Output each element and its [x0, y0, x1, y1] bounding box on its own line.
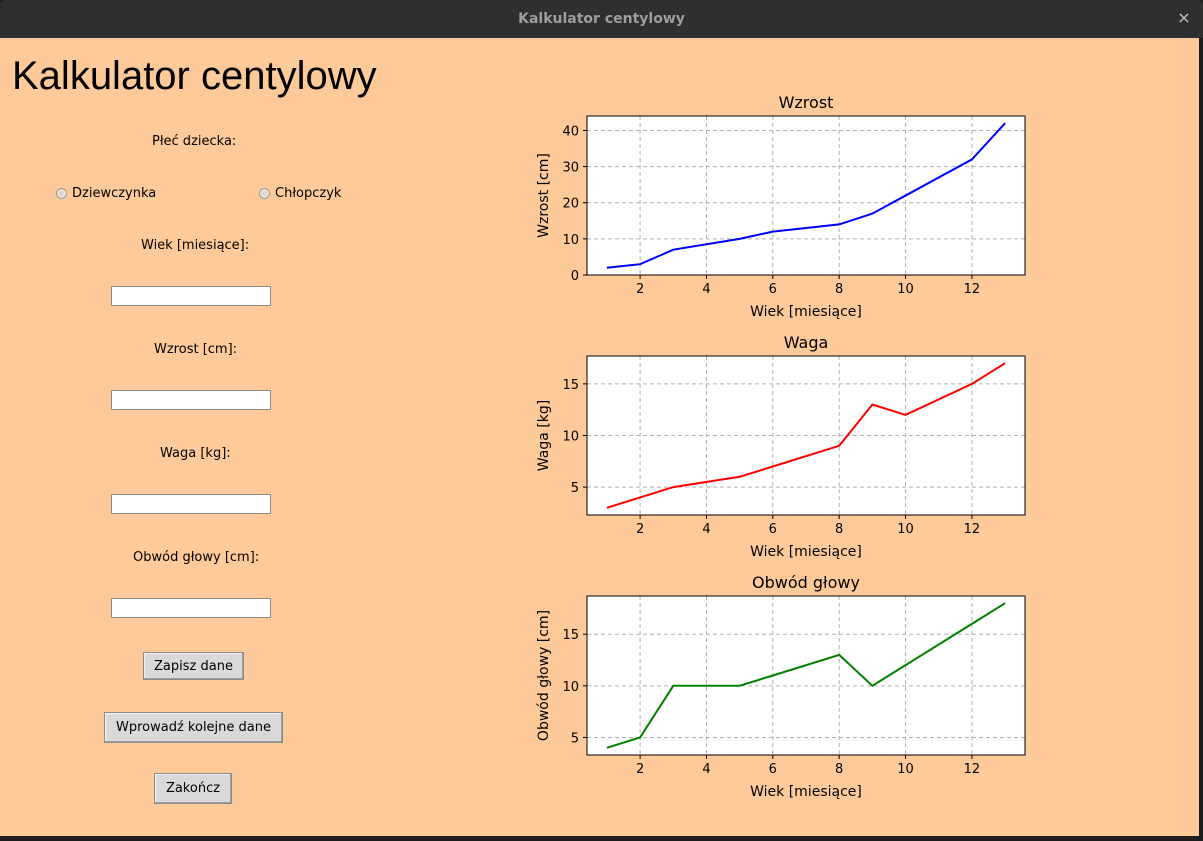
chart-1: 2 4 6 8 10 12 5 10 15 Waga Wiek [miesiące] Waga [kg… [536, 333, 1026, 560]
x-tick-label: 10 [897, 522, 914, 537]
x-axis-label: Wiek [miesiące] [750, 784, 862, 800]
x-tick-label: 8 [835, 282, 843, 297]
x-tick-label: 12 [964, 522, 981, 537]
height-input[interactable] [111, 390, 271, 410]
x-tick-label: 2 [636, 282, 644, 297]
quit-button[interactable]: Zakończ [154, 773, 232, 804]
chart-0: 2 4 6 8 10 12 0 10 20 30 40 Wzrost Wiek [miesiące] Wz… [536, 93, 1026, 320]
gender-label: Płeć dziecka: [152, 134, 237, 149]
radio-boy[interactable]: Chłopczyk [259, 186, 341, 201]
x-tick-label: 10 [897, 762, 914, 777]
radio-girl[interactable]: Dziewczynka [56, 186, 156, 201]
age-input[interactable] [111, 286, 271, 306]
page-title: Kalkulator centylowy [12, 54, 377, 98]
y-axis-label: Obwód głowy [cm] [536, 610, 552, 741]
x-tick-label: 2 [636, 522, 644, 537]
x-tick-label: 4 [702, 762, 710, 777]
weight-label: Waga [kg]: [160, 446, 231, 461]
y-tick-label: 30 [562, 161, 579, 176]
y-tick-label: 10 [562, 680, 579, 695]
x-axis-label: Wiek [miesiące] [750, 304, 862, 320]
x-tick-label: 2 [636, 762, 644, 777]
close-icon[interactable]: × [1177, 8, 1191, 27]
y-tick-label: 20 [562, 197, 579, 212]
y-tick-label: 0 [571, 269, 579, 284]
plot-frame [586, 595, 1026, 756]
y-tick-label: 10 [562, 233, 579, 248]
y-tick-label: 40 [562, 124, 579, 139]
x-tick-label: 12 [964, 762, 981, 777]
x-tick-label: 8 [835, 522, 843, 537]
title-bar[interactable]: Kalkulator centylowy × [0, 0, 1203, 39]
chart-title: Wzrost [779, 93, 834, 112]
series-line [606, 602, 1006, 749]
x-tick-label: 6 [769, 282, 777, 297]
chart-title: Obwód głowy [752, 573, 860, 592]
y-tick-label: 15 [562, 628, 579, 643]
y-tick-label: 15 [562, 378, 579, 393]
y-tick-label: 5 [571, 481, 579, 496]
x-tick-label: 10 [897, 282, 914, 297]
radio-circle-icon[interactable] [56, 188, 67, 199]
next-entry-button[interactable]: Wprowadź kolejne dane [104, 712, 283, 743]
radio-boy-label: Chłopczyk [275, 186, 342, 201]
series-line [606, 362, 1006, 509]
radio-circle-icon[interactable] [259, 188, 270, 199]
plot-area [587, 596, 1025, 755]
plot-area [587, 116, 1025, 275]
app-content: Kalkulator centylowy Płeć dziecka: Dziew… [0, 38, 1199, 836]
x-axis-label: Wiek [miesiące] [750, 544, 862, 560]
x-tick-label: 6 [769, 762, 777, 777]
save-button[interactable]: Zapisz dane [143, 652, 244, 680]
height-label: Wzrost [cm]: [154, 342, 238, 357]
window-title: Kalkulator centylowy [518, 11, 685, 27]
y-tick-label: 5 [571, 731, 579, 746]
age-label: Wiek [miesiące]: [141, 238, 250, 253]
series-line [606, 122, 1006, 269]
radio-girl-label: Dziewczynka [72, 186, 157, 201]
y-axis-label: Wzrost [cm] [536, 153, 552, 238]
x-tick-label: 4 [702, 282, 710, 297]
chart-title: Waga [784, 333, 829, 352]
weight-input[interactable] [111, 494, 271, 514]
plot-frame [586, 115, 1026, 276]
x-tick-label: 4 [702, 522, 710, 537]
x-tick-label: 6 [769, 522, 777, 537]
y-tick-label: 10 [562, 430, 579, 445]
y-axis-label: Waga [kg] [536, 400, 552, 471]
x-tick-label: 12 [964, 282, 981, 297]
head-circumference-input[interactable] [111, 598, 271, 618]
chart-2: 2 4 6 8 10 12 5 10 15 Obwód głowy Wiek [miesiące] O… [536, 573, 1026, 800]
x-tick-label: 8 [835, 762, 843, 777]
plot-frame [586, 355, 1026, 516]
head-circumference-label: Obwód głowy [cm]: [133, 550, 260, 565]
charts-panel: 2 4 6 8 10 12 0 10 20 30 40 Wzrost Wiek [miesiące] Wz… [536, 93, 1026, 800]
